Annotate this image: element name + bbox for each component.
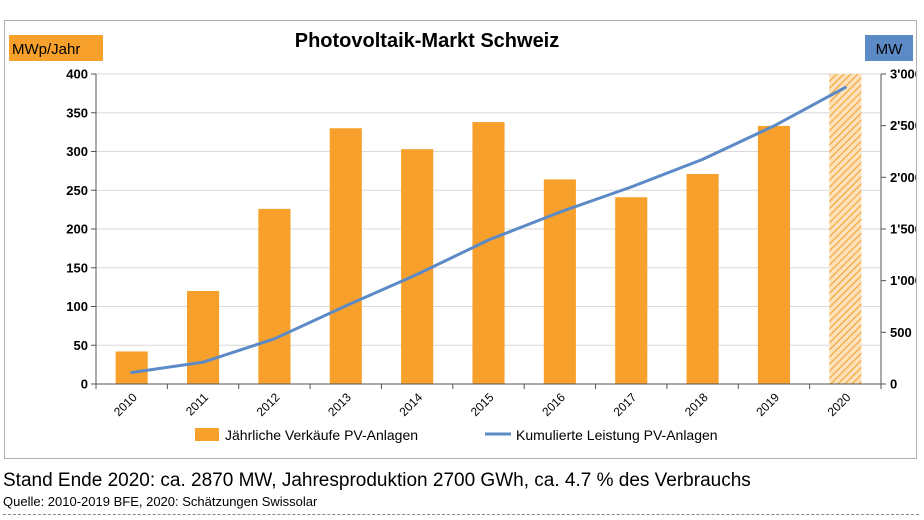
bar (401, 149, 434, 384)
right-tick-label: 2'000 (890, 170, 916, 185)
chart-svg: 0 50 100 150 200 250 300 350 400 0 500 1'000 1'500 2'… (9, 30, 916, 443)
x-tick-label: 2013 (325, 390, 354, 419)
axes (91, 73, 886, 389)
bar (543, 179, 576, 384)
left-tick-label: 350 (66, 105, 88, 120)
chart-title: Photovoltaik-Markt Schweiz (295, 30, 560, 52)
left-axis-label-box (9, 35, 103, 61)
right-tick-label: 500 (890, 325, 912, 340)
left-axis-label: MWp/Jahr (12, 41, 80, 58)
x-tick-label: 2011 (183, 390, 211, 418)
bar-series (115, 74, 862, 385)
bar (329, 128, 362, 384)
x-tick-label: 2014 (396, 390, 425, 419)
chart-frame: 0 50 100 150 200 250 300 350 400 0 500 1'000 1'500 2'… (4, 20, 917, 459)
right-tick-label: 2'500 (890, 118, 916, 133)
bar (472, 122, 505, 385)
x-tick-label: 2012 (254, 390, 283, 419)
legend-line-label: Kumulierte Leistung PV-Anlagen (516, 427, 718, 443)
right-tick-label: 1'500 (890, 222, 916, 237)
x-tick-label: 2016 (539, 390, 568, 419)
footer-summary: Stand Ende 2020: ca. 2870 MW, Jahresprod… (3, 470, 751, 491)
left-tick-label: 150 (66, 260, 88, 275)
footer-divider (3, 514, 919, 515)
left-tick-label: 300 (66, 144, 88, 159)
right-tick-label: 1'000 (890, 273, 916, 288)
right-tick-label: 3'000 (890, 67, 916, 82)
right-axis-label: MW (876, 41, 903, 58)
bar (186, 291, 220, 384)
legend-bar-label: Jährliche Verkäufe PV-Anlagen (225, 427, 418, 443)
x-tick-label: 2017 (611, 390, 640, 419)
right-axis-label-box (865, 35, 913, 61)
legend-bar-swatch (195, 428, 219, 441)
cumulative-line (130, 85, 847, 374)
x-tick-label: 2015 (468, 390, 497, 419)
bar-estimate (829, 74, 862, 384)
right-tick-label: 0 (890, 377, 897, 392)
left-tick-label: 200 (66, 222, 88, 237)
bar (615, 197, 648, 384)
left-tick-label: 0 (81, 377, 88, 392)
left-tick-label: 250 (66, 183, 88, 198)
x-tick-label: 2010 (111, 390, 140, 419)
bar (115, 351, 148, 384)
left-tick-label: 100 (66, 299, 88, 314)
left-tick-label: 50 (74, 338, 88, 353)
bar (258, 208, 291, 384)
x-tick-label: 2018 (682, 390, 711, 419)
left-tick-label: 400 (66, 67, 88, 82)
footer-source: Quelle: 2010-2019 BFE, 2020: Schätzungen… (3, 494, 318, 509)
x-tick-label: 2020 (825, 390, 854, 419)
bar (757, 125, 791, 385)
bar (686, 173, 719, 384)
x-tick-label: 2019 (753, 390, 782, 419)
line-series (130, 85, 847, 374)
